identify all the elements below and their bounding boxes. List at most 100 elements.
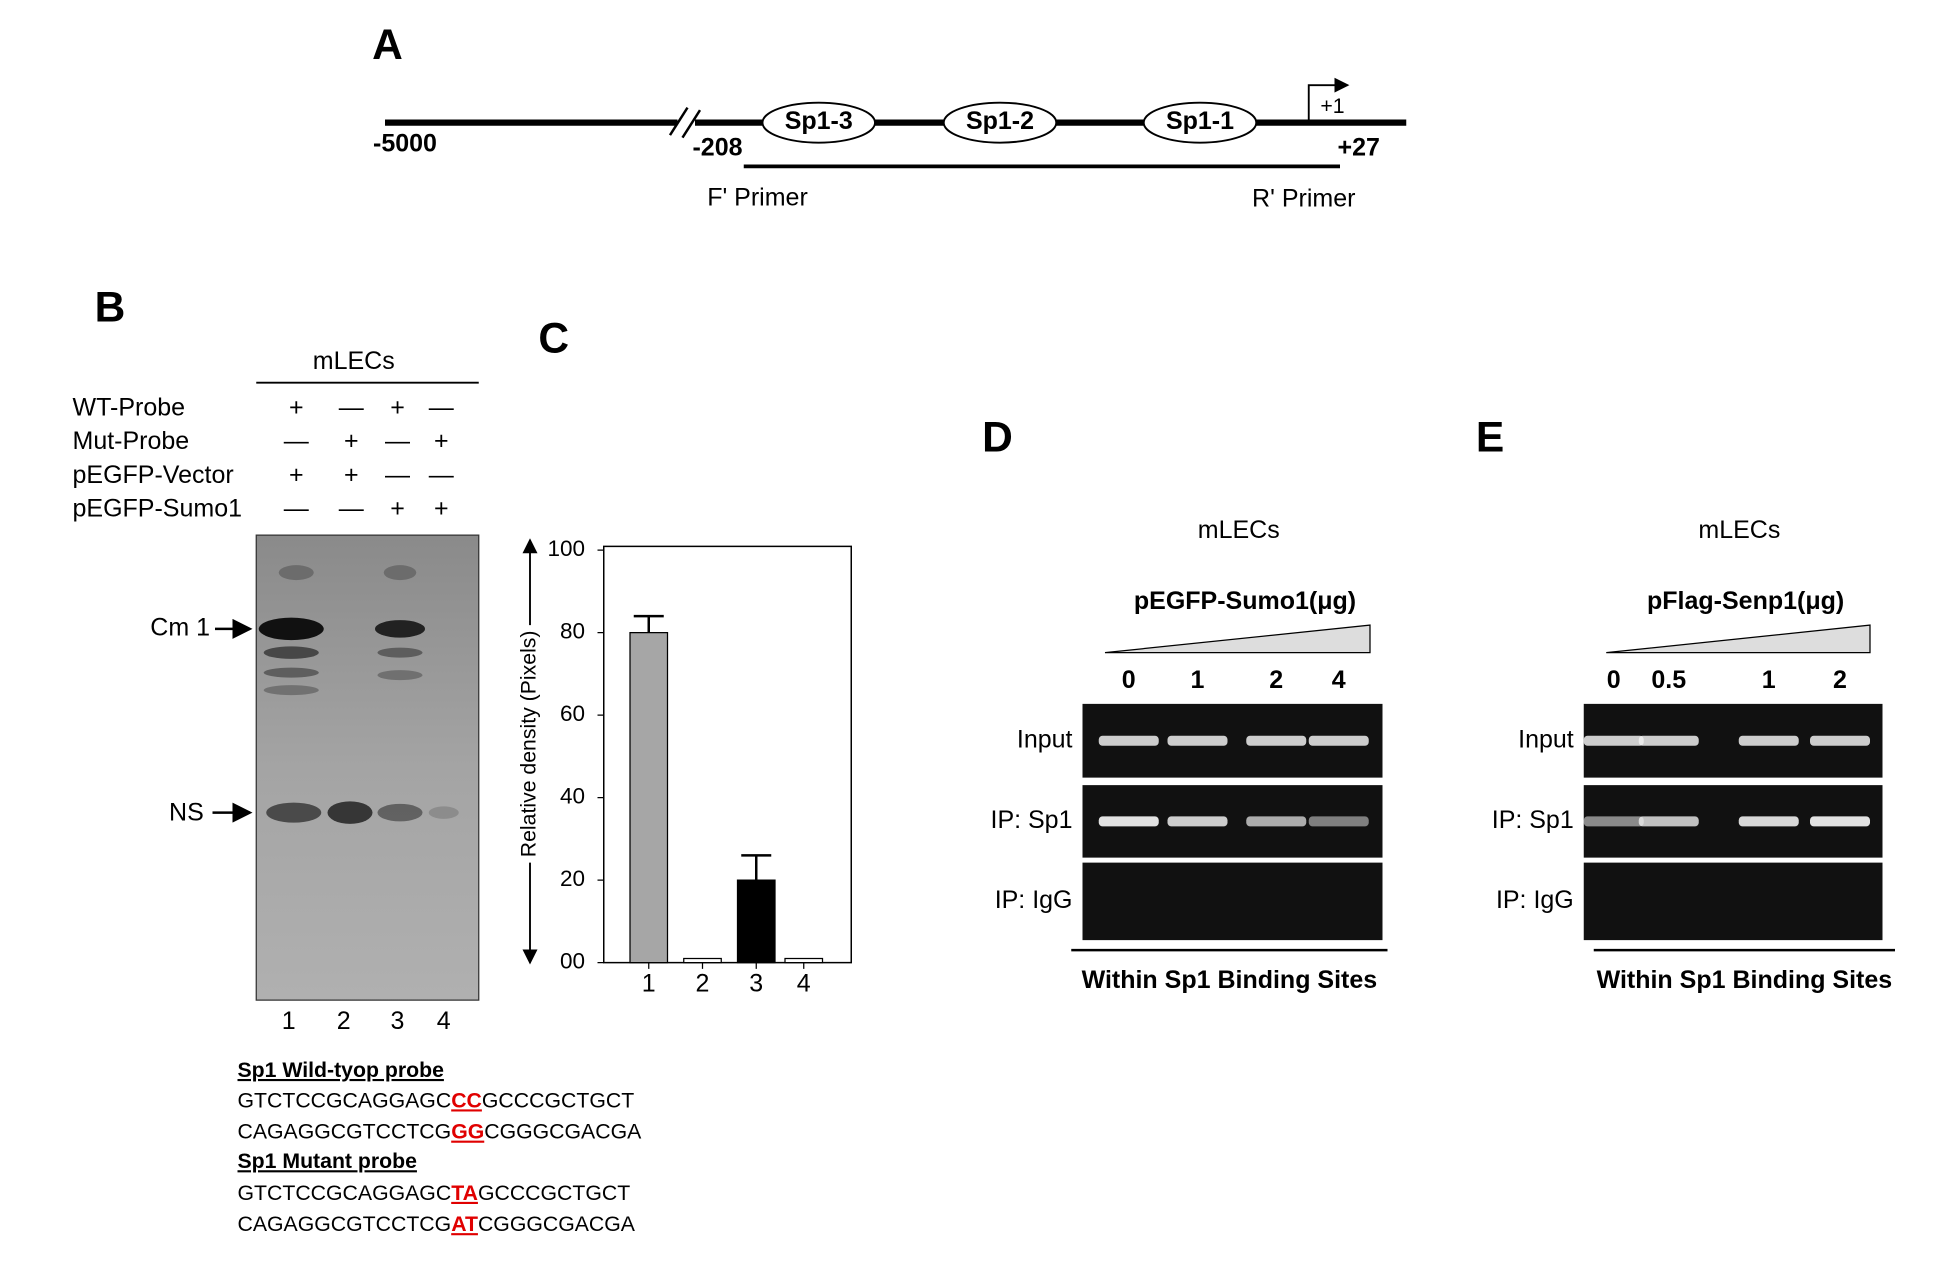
- band: [1308, 816, 1369, 827]
- sequence-part: CGGGCGACGA: [484, 1119, 642, 1143]
- panel-label: B: [95, 284, 126, 331]
- sign: +: [390, 495, 405, 523]
- sign: +: [344, 461, 359, 489]
- band-label: Cm 1: [150, 613, 210, 641]
- bar: [784, 957, 824, 964]
- bar: [736, 879, 776, 964]
- position-label: -5000: [373, 130, 437, 158]
- site-oval: [942, 101, 1058, 144]
- panel-label: C: [538, 316, 569, 363]
- dose-label: 0: [1122, 666, 1136, 694]
- bar-chart: 00 20 40 60 80 100 Relative density (Pixels) 1 2…: [517, 536, 852, 998]
- y-tick-label: 20: [560, 866, 585, 891]
- sequence-part: GCCCGCTGCT: [482, 1088, 634, 1112]
- sequences: GTCTCCGCAGGAGCCCGCCCGCTGCTCAGAGGCGTCCTCG…: [238, 1088, 643, 1236]
- bar: [683, 957, 722, 964]
- band: [1098, 816, 1159, 827]
- band: [1308, 735, 1369, 746]
- position-label: +27: [1338, 133, 1380, 161]
- gel-row: [1082, 862, 1383, 941]
- mutation-site: AT: [451, 1212, 478, 1236]
- panel-label: D: [982, 414, 1013, 461]
- band: [1638, 816, 1699, 827]
- cell-label: mLECs: [1198, 516, 1280, 544]
- x-tick-label: 3: [749, 970, 763, 998]
- lane-label: 2: [337, 1007, 351, 1035]
- cell-label: mLECs: [1698, 516, 1780, 544]
- band: [1246, 735, 1307, 746]
- y-axis-label: Relative density (Pixels): [517, 631, 541, 858]
- footer-label: Within Sp1 Binding Sites: [1597, 966, 1893, 994]
- y-tick-label: 100: [547, 536, 585, 561]
- row-label: Mut-Probe: [73, 427, 190, 455]
- sites: Sp1-3 Sp1-2 Sp1-1: [761, 101, 1258, 144]
- sign: —: [429, 393, 454, 421]
- band: [1098, 735, 1159, 746]
- x-tick-label: 1: [642, 970, 656, 998]
- band: [1583, 816, 1644, 827]
- x-tick-label: 2: [696, 970, 710, 998]
- site-label: Sp1-2: [966, 107, 1034, 135]
- sign: —: [385, 461, 410, 489]
- emsa-gel: [255, 534, 480, 1001]
- sequence-part: GCCCGCTGCT: [478, 1180, 630, 1204]
- lane-label: 3: [391, 1007, 405, 1035]
- row-label: Input: [1017, 725, 1073, 753]
- sequence-title: Sp1 Mutant probe: [238, 1149, 418, 1173]
- mutation-site: GG: [451, 1119, 484, 1143]
- sign: —: [284, 427, 309, 455]
- dose-label: 4: [1332, 666, 1346, 694]
- error-bar: [633, 614, 664, 633]
- sequence-part: GTCTCCGCAGGAGC: [238, 1180, 452, 1204]
- cell-label: mLECs: [313, 347, 395, 375]
- site-label: Sp1-1: [1166, 107, 1234, 135]
- sequence-line: GTCTCCGCAGGAGCTAGCCCGCTGCT: [238, 1180, 631, 1204]
- primer-label: F' Primer: [707, 183, 808, 211]
- sequence-part: CAGAGGCGTCCTCG: [238, 1119, 452, 1143]
- tss-label: +1: [1320, 94, 1344, 118]
- band: [1638, 735, 1699, 746]
- x-tick-label: 4: [797, 970, 811, 998]
- site-oval: [761, 101, 876, 144]
- sign: —: [385, 427, 410, 455]
- row-label: IP: Sp1: [1492, 806, 1574, 834]
- sign: +: [434, 495, 449, 523]
- sign: —: [339, 495, 364, 523]
- band: [1738, 735, 1799, 746]
- band: [1246, 816, 1307, 827]
- sign: +: [289, 461, 304, 489]
- condition-table: WT-Probe + — + — Mut-Probe — + — + pEGFP-Vector + + —…: [73, 393, 454, 522]
- dose-triangle: [1104, 624, 1371, 654]
- sequence-part: GTCTCCGCAGGAGC: [238, 1088, 452, 1112]
- row-label: Input: [1518, 725, 1574, 753]
- site-oval: [1142, 101, 1258, 144]
- treatment-label: pEGFP-Sumo1(μg): [1134, 587, 1356, 615]
- row-label: IP: IgG: [995, 886, 1073, 914]
- sequence-part: CAGAGGCGTCCTCG: [238, 1212, 452, 1236]
- sign: +: [390, 393, 405, 421]
- dose-triangle: [1606, 624, 1871, 654]
- position-label: -208: [692, 133, 742, 161]
- y-tick-label: 40: [560, 784, 585, 809]
- band-label: NS: [169, 798, 204, 826]
- dose-label: 2: [1833, 666, 1847, 694]
- row-label: IP: IgG: [1496, 886, 1574, 914]
- sequence-line: CAGAGGCGTCCTCGGGCGGGCGACGA: [238, 1119, 643, 1143]
- gel-row: [1583, 862, 1883, 941]
- dose-label: 0: [1607, 666, 1621, 694]
- treatment-label: pFlag-Senp1(μg): [1647, 587, 1844, 615]
- sequence-line: GTCTCCGCAGGAGCCCGCCCGCTGCT: [238, 1088, 635, 1112]
- panel-label: A: [372, 22, 403, 69]
- lane-labels: 1 2 3 4: [282, 1007, 451, 1035]
- sign: —: [284, 495, 309, 523]
- mutation-site: CC: [451, 1088, 482, 1112]
- sign: —: [339, 393, 364, 421]
- error-bar: [741, 854, 772, 881]
- lane-label: 1: [282, 1007, 296, 1035]
- band: [1810, 816, 1870, 827]
- sequence-line: CAGAGGCGTCCTCGATCGGGCGACGA: [238, 1212, 636, 1236]
